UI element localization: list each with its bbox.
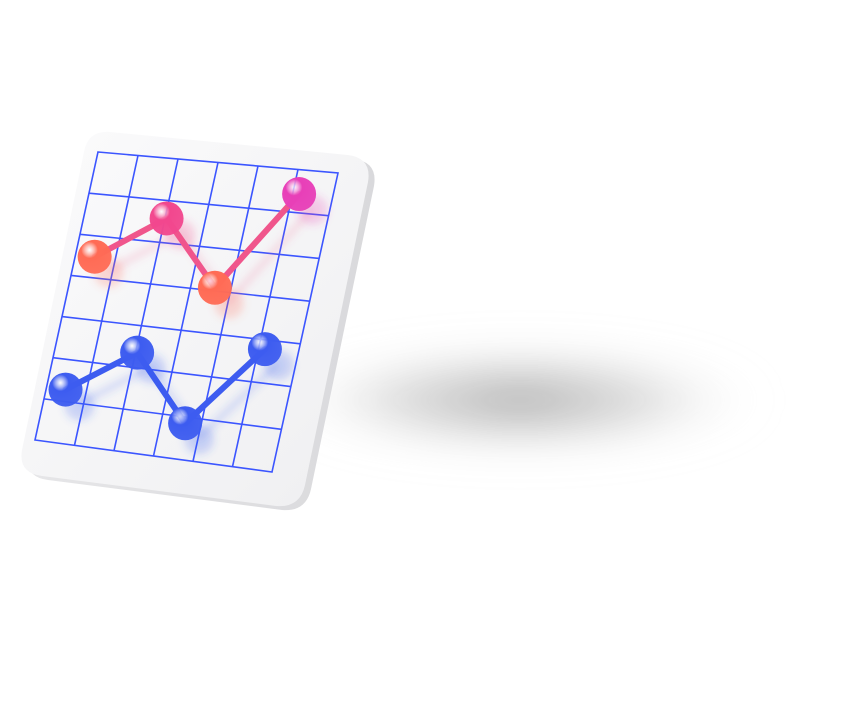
data-point xyxy=(282,177,317,212)
grid-line-horizontal xyxy=(88,192,329,217)
series-line xyxy=(62,346,268,427)
series-line xyxy=(91,191,303,291)
floor-shadow xyxy=(270,340,770,460)
grid-line-vertical xyxy=(231,169,299,467)
data-point xyxy=(247,332,282,367)
grid-line-horizontal xyxy=(52,356,291,388)
data-point xyxy=(168,406,203,441)
grid-line-vertical xyxy=(152,162,219,457)
series-2 xyxy=(48,332,294,455)
grid-line-horizontal xyxy=(79,233,320,260)
data-point xyxy=(77,239,112,274)
series-1 xyxy=(77,177,329,319)
series-line-shadow xyxy=(77,360,282,443)
chart-series-layer xyxy=(48,177,329,455)
data-point xyxy=(120,335,155,370)
data-point xyxy=(197,270,232,305)
data-point xyxy=(149,201,184,236)
tile-face xyxy=(21,131,369,507)
data-point xyxy=(48,372,83,407)
series-line-shadow xyxy=(107,205,316,308)
